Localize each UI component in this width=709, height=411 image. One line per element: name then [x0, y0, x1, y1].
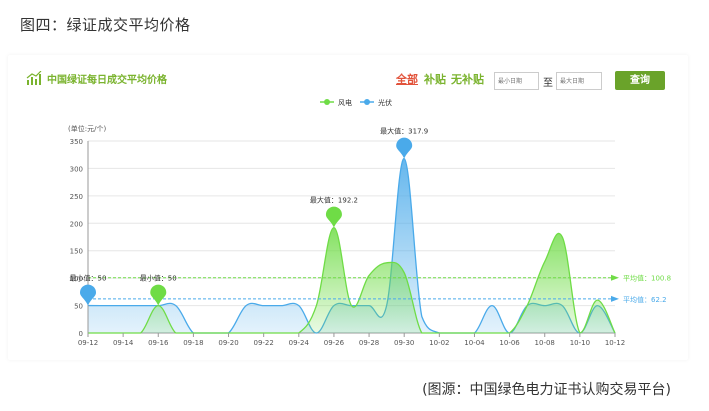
series-line-wind [88, 226, 616, 334]
x-tick-label: 09-18 [183, 339, 203, 347]
marker-label-max: 最大值：317.9 [380, 127, 428, 136]
y-tick-label: 150 [70, 248, 83, 256]
legend-swatch-dot [364, 99, 370, 105]
marker-label-min: 最小值：50 [70, 274, 107, 283]
y-tick-label: 350 [70, 138, 83, 146]
average-label: 平均值：100.8 [623, 274, 671, 283]
extreme-markers: 最小值：50 最大值：192.2 最小值：50 最大值：317.9 [70, 127, 428, 306]
filter-no-subsidy-tab[interactable]: 无补贴 [451, 73, 484, 86]
legend-entry: 风电 [338, 98, 352, 107]
pin-marker-max [325, 206, 342, 228]
chart-heading: 中国绿证每日成交平均价格 [47, 75, 167, 86]
average-lines: 平均值：100.8 平均值：62.2 [88, 274, 671, 304]
start-date-input[interactable] [494, 72, 539, 90]
x-tick-label: 09-16 [148, 339, 169, 347]
y-tick-label: 250 [70, 193, 83, 201]
bar-chart-icon [26, 71, 42, 85]
legend: 风电 光伏 [320, 98, 392, 107]
series-areas [87, 157, 616, 334]
x-tick-label: 09-20 [218, 339, 238, 347]
y-axis-label: (单位:元/个) [68, 124, 106, 133]
x-tick-label: 09-30 [394, 339, 414, 347]
date-range-separator: 至 [543, 78, 553, 89]
y-tick-label: 200 [70, 220, 83, 228]
legend-entry: 光伏 [378, 98, 392, 107]
average-arrow [611, 295, 619, 302]
filter-subsidy-tab[interactable]: 补贴 [424, 73, 446, 86]
price-chart: 平均值：100.8 平均值：62.2 0 50 100 150 200 250 300 350 (… [68, 98, 671, 347]
y-tick-label: 0 [79, 330, 83, 338]
source-note: (图源：中国绿色电力证书认购交易平台) [422, 382, 671, 398]
axes: 0 50 100 150 200 250 300 350 (单位:元/个) 09-12 09-14 0… [68, 124, 625, 347]
x-tick-label: 10-02 [429, 339, 449, 347]
legend-swatch-dot [324, 99, 330, 105]
marker-label-min: 最小值：50 [140, 274, 177, 283]
average-label: 平均值：62.2 [623, 295, 667, 304]
y-tick-label: 100 [70, 275, 83, 283]
x-tick-label: 10-06 [499, 339, 520, 347]
x-tick-label: 09-22 [253, 339, 273, 347]
x-tick-label: 10-10 [570, 339, 590, 347]
filter-all-tab[interactable]: 全部 [396, 73, 418, 86]
x-tick-label: 09-26 [324, 339, 345, 347]
x-tick-label: 09-12 [78, 339, 98, 347]
pin-marker-min [80, 284, 96, 306]
x-tick-label: 10-12 [605, 339, 625, 347]
end-date-input[interactable] [556, 72, 602, 90]
marker-label-max: 最大值：192.2 [310, 196, 358, 205]
y-tick-label: 50 [74, 303, 83, 311]
x-tick-label: 09-24 [289, 339, 310, 347]
average-arrow [611, 274, 619, 281]
x-tick-label: 09-28 [359, 339, 379, 347]
y-tick-label: 300 [70, 165, 83, 173]
x-tick-label: 09-14 [113, 339, 134, 347]
figure-caption: 图四：绿证成交平均价格 [20, 16, 191, 34]
x-tick-label: 10-04 [464, 339, 485, 347]
x-tick-label: 10-08 [535, 339, 555, 347]
pin-marker-min [150, 284, 167, 306]
pin-marker-max [396, 137, 413, 159]
chart-panel: 中国绿证每日成交平均价格 全部 补贴 无补贴 至 查询 平均值：100.8平均值… [8, 55, 688, 360]
query-button[interactable]: 查询 [615, 71, 665, 90]
